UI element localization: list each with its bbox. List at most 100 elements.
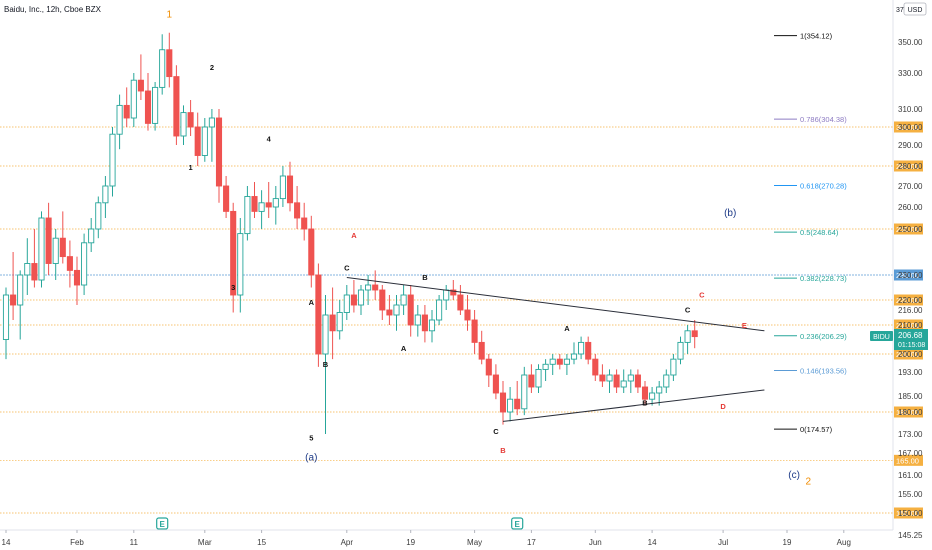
candle-body [436,299,443,321]
candle-body [286,175,294,204]
candle-body [684,330,691,343]
x-tick-label: 14 [2,538,11,547]
candle-body [279,175,286,200]
fib-level-label: 0(174.57) [800,425,833,434]
y-tick-label: 150.00 [898,509,923,518]
x-tick-label: Apr [341,538,354,547]
ticker-badge-text: BIDU [873,334,890,341]
candle-body [620,380,627,388]
candle-body [38,217,45,281]
wave-label: 2 [210,63,214,72]
level-price-tag [894,160,923,172]
y-tick-label: 250.00 [898,225,923,234]
candle-body [492,374,499,394]
y-tick-label: 300.00 [898,123,923,132]
x-axis[interactable]: 14 Feb 11 Mar 15 Apr 19 May 17 Jun 14 Jul 19 Aug [2,530,851,547]
x-tick-label: 17 [527,538,536,547]
candle-body [258,202,265,212]
candle-body [88,228,95,244]
level-price-tag [894,121,923,133]
candle-body [514,398,521,410]
earnings-marker[interactable] [156,517,169,530]
candle-body [343,294,350,313]
candle-body [528,374,535,388]
y-tick-label: 185.00 [898,392,923,401]
earnings-marker[interactable] [511,517,524,530]
level-price-label: 300.00 [896,123,919,132]
y-axis[interactable]: 145.25 150.00 155.00 161.00 167.00 173.00 180.… [898,38,923,540]
x-tick-label: Mar [198,538,212,547]
level-price-tag [894,223,923,235]
candle-body [649,392,656,400]
candle-body [301,217,308,230]
candle-body [95,202,102,230]
candle-body [81,242,88,286]
wave-label: E [742,321,747,330]
candle-body [386,309,393,316]
y-tick-label: 161.00 [898,471,923,480]
trendline-upper[interactable] [346,277,765,332]
candle-body [499,392,507,413]
candle-body [634,374,641,388]
candle-body [641,386,649,400]
candle-body [691,330,698,338]
x-tick-label: Jul [718,538,728,547]
wave-label: A [401,344,407,353]
y-tick-label: 310.00 [898,105,923,114]
candle-body [627,374,634,382]
candle-body [372,284,379,291]
wave-label: 1 [189,163,193,172]
wave-label: 3 [231,283,235,292]
candle-body [663,374,670,388]
trendlines[interactable] [346,277,765,422]
wave-label: C [344,263,350,272]
y-tick-label: 280.00 [898,162,923,171]
candle-body [215,117,223,187]
candle-body [485,358,492,376]
level-price-label: 220.00 [896,296,919,305]
candle-body [2,294,10,340]
wave-label: B [500,446,506,455]
current-price: 206.68 [898,331,923,340]
trendline-lower[interactable] [502,389,765,422]
wave-label: 2 [806,477,812,488]
y-tick-label: 210.00 [898,321,923,330]
candle-body [535,368,542,388]
candle-body [187,112,194,128]
level-price-label: 200.00 [896,350,919,359]
fib-level-label: 0.618(270.28) [800,181,847,190]
candle-body [31,263,38,281]
candle-body [322,314,329,355]
x-tick-label: 14 [648,538,657,547]
y-tick-label: 193.00 [898,368,923,377]
level-price-label: 165.00 [896,456,919,465]
candle-body [180,112,187,137]
y-tick-label: 350.00 [898,38,923,47]
candle-body [166,49,173,78]
price-badge: BIDU 206.68 01:15:08 [870,329,928,350]
x-tick-label: 19 [783,538,792,547]
candle-body [563,358,570,365]
bar-countdown: 01:15:08 [898,342,925,349]
x-tick-label: Feb [70,538,84,547]
level-price-label: 250.00 [896,225,919,234]
level-price-label: 230.00 [896,271,919,280]
candle-body [670,358,677,376]
candle-body [152,86,159,124]
candle-body [478,341,485,360]
y-tick-label: 216.00 [898,306,923,315]
y-tick-label: 145.25 [898,531,923,540]
candle-body [450,289,457,296]
candle-body [24,263,31,276]
candle-body [123,104,130,119]
candle-body [507,398,514,413]
currency-button[interactable] [903,2,927,16]
candle-body [159,49,166,88]
candle-body [144,90,152,124]
candle-body [223,185,230,212]
x-tick-label: 11 [130,538,139,547]
candle-body [308,228,315,276]
ticker-badge-bg [870,331,893,341]
